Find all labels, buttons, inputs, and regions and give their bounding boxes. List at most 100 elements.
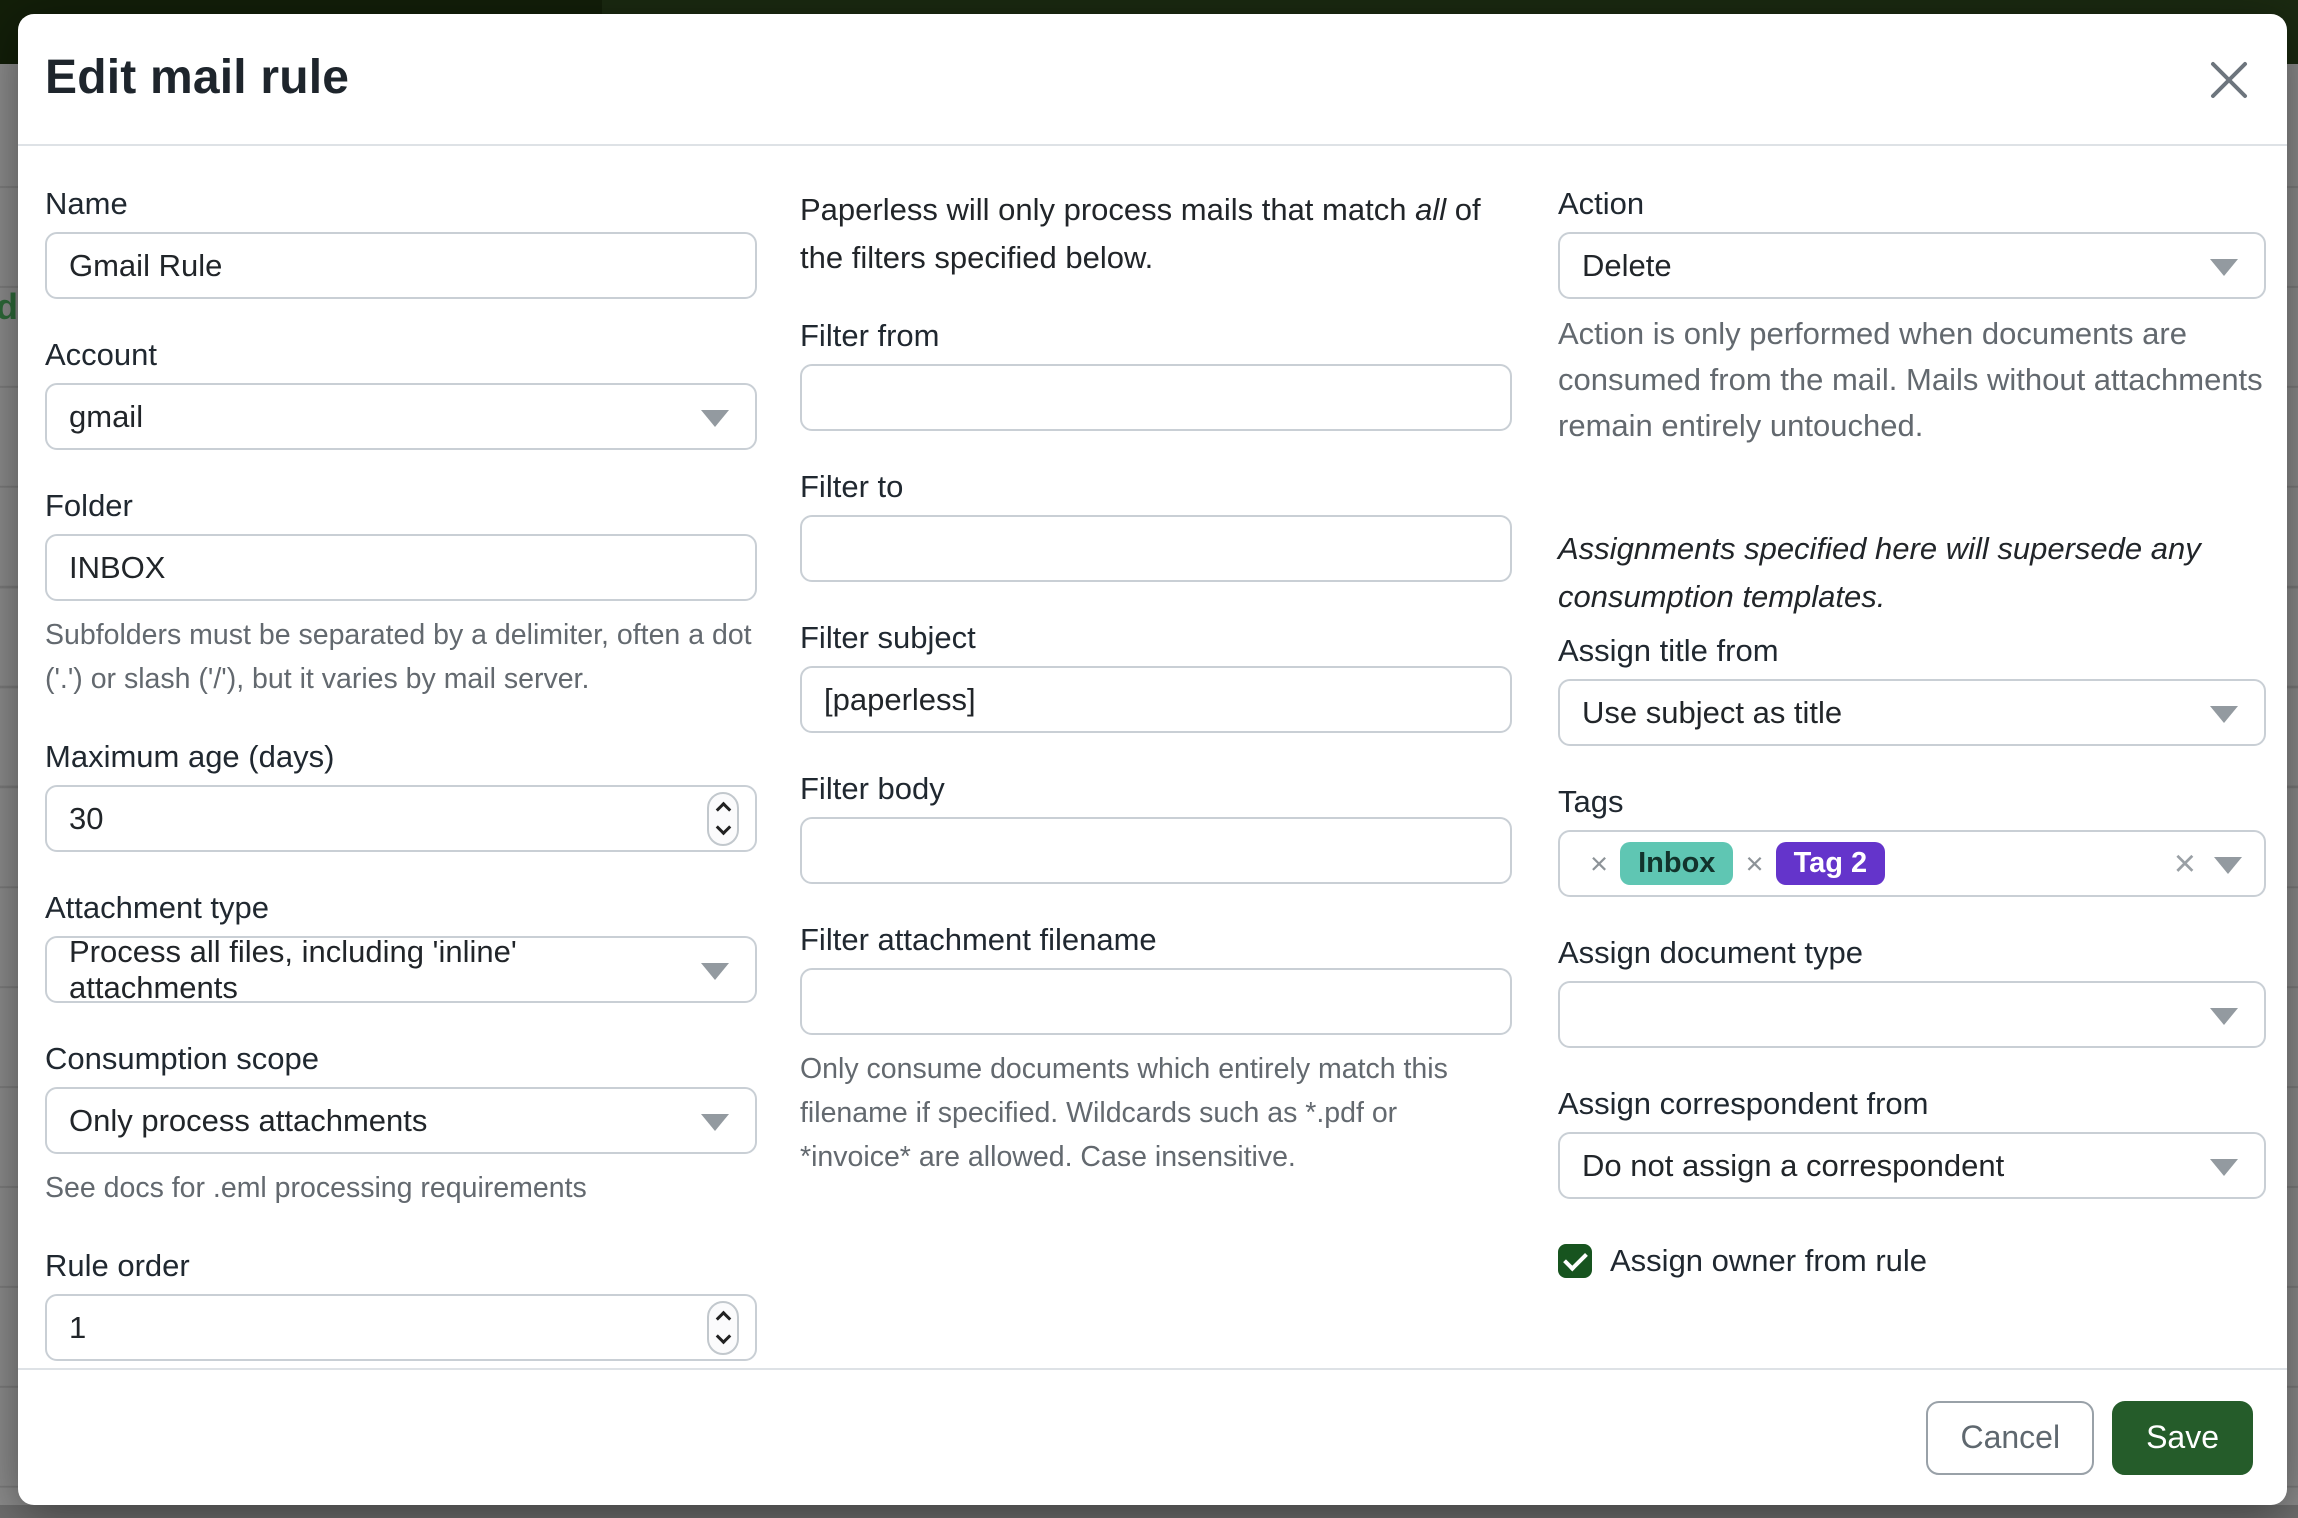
- assign-owner-label: Assign owner from rule: [1610, 1243, 1928, 1278]
- save-button[interactable]: Save: [2112, 1400, 2253, 1475]
- assign-owner-from-rule-row: Assign owner from rule: [1558, 1243, 2266, 1279]
- filter-to-field-group: Filter to: [800, 469, 1512, 582]
- name-input[interactable]: Gmail Rule: [45, 232, 757, 299]
- filter-attachment-filename-help-text: Only consume documents which entirely ma…: [800, 1053, 1448, 1173]
- filter-attachment-filename-field-group: Filter attachment filename Only consume …: [800, 922, 1512, 1179]
- assign-correspondent-from-select[interactable]: Do not assign a correspondent: [1558, 1132, 2266, 1199]
- tags-select[interactable]: × Inbox × Tag 2 ×: [1558, 830, 2266, 897]
- chevron-down-icon: [701, 409, 729, 427]
- chevron-down-icon: [2210, 705, 2238, 723]
- chevron-down-icon: [2210, 1007, 2238, 1025]
- dialog-title: Edit mail rule: [45, 51, 350, 104]
- filter-subject-label: Filter subject: [800, 620, 976, 655]
- background-link-fragment: d: [0, 286, 18, 327]
- stepper-up-icon[interactable]: [715, 801, 731, 818]
- filter-body-field-group: Filter body: [800, 771, 1512, 884]
- assign-title-from-label: Assign title from: [1558, 633, 1779, 668]
- account-field-group: Account gmail: [45, 337, 757, 450]
- action-help-text: Action is only performed when documents …: [1558, 316, 2263, 443]
- filter-to-input[interactable]: [800, 515, 1512, 582]
- assign-document-type-select[interactable]: [1558, 981, 2266, 1048]
- number-stepper[interactable]: [707, 1300, 739, 1355]
- tags-field-group: Tags × Inbox × Tag 2 ×: [1558, 784, 2266, 897]
- dialog-header: Edit mail rule: [18, 14, 2287, 146]
- close-icon[interactable]: [2205, 56, 2253, 104]
- chevron-down-icon: [2210, 1158, 2238, 1176]
- name-label: Name: [45, 186, 128, 221]
- filter-subject-field-group: Filter subject [paperless]: [800, 620, 1512, 733]
- filter-to-label: Filter to: [800, 469, 904, 504]
- stepper-up-icon[interactable]: [715, 1310, 731, 1327]
- action-value: Delete: [1582, 247, 1672, 283]
- folder-input[interactable]: INBOX: [45, 534, 757, 601]
- consumption-scope-field-group: Consumption scope Only process attachmen…: [45, 1041, 757, 1210]
- tags-label: Tags: [1558, 784, 1624, 819]
- background-bottom-strip: [0, 1505, 2298, 1518]
- filter-from-label: Filter from: [800, 318, 940, 353]
- cancel-button[interactable]: Cancel: [1926, 1400, 2095, 1475]
- assign-correspondent-from-value: Do not assign a correspondent: [1582, 1147, 2005, 1183]
- number-stepper[interactable]: [707, 791, 739, 846]
- filter-from-field-group: Filter from: [800, 318, 1512, 431]
- filter-body-input[interactable]: [800, 817, 1512, 884]
- rule-order-label: Rule order: [45, 1248, 190, 1283]
- filter-attachment-filename-input[interactable]: [800, 968, 1512, 1035]
- maximum-age-field-group: Maximum age (days) 30: [45, 739, 757, 852]
- chevron-down-icon: [2214, 856, 2242, 874]
- filter-subject-value: [paperless]: [824, 681, 976, 717]
- stepper-down-icon[interactable]: [715, 819, 731, 836]
- action-field-group: Action Delete Action is only performed w…: [1558, 186, 2266, 449]
- assign-title-from-value: Use subject as title: [1582, 694, 1843, 730]
- chevron-down-icon: [2210, 258, 2238, 276]
- assign-owner-checkbox[interactable]: [1558, 1244, 1592, 1278]
- assign-title-from-field-group: Assign title from Use subject as title: [1558, 633, 2266, 746]
- remove-tag-icon[interactable]: ×: [1590, 845, 1609, 881]
- tag-chip: Tag 2: [1775, 842, 1886, 885]
- assign-document-type-label: Assign document type: [1558, 935, 1864, 970]
- dialog-footer: Cancel Save: [18, 1368, 2287, 1505]
- account-select[interactable]: gmail: [45, 383, 757, 450]
- name-value: Gmail Rule: [69, 247, 223, 283]
- attachment-type-label: Attachment type: [45, 890, 270, 925]
- rule-order-value: 1: [69, 1309, 87, 1345]
- clear-tags-icon[interactable]: ×: [2173, 842, 2196, 885]
- chevron-down-icon: [701, 962, 729, 980]
- filter-body-label: Filter body: [800, 771, 945, 806]
- attachment-type-field-group: Attachment type Process all files, inclu…: [45, 890, 757, 1005]
- folder-value: INBOX: [69, 549, 166, 585]
- maximum-age-value: 30: [69, 800, 104, 836]
- maximum-age-input[interactable]: 30: [45, 785, 757, 852]
- filter-subject-input[interactable]: [paperless]: [800, 666, 1512, 733]
- filter-from-input[interactable]: [800, 364, 1512, 431]
- consumption-scope-label: Consumption scope: [45, 1041, 319, 1076]
- attachment-type-value: Process all files, including 'inline' at…: [69, 933, 517, 1005]
- filters-intro-text: Paperless will only process mails that m…: [800, 192, 1481, 275]
- rule-order-input[interactable]: 1: [45, 1294, 757, 1361]
- rule-order-field-group: Rule order 1: [45, 1248, 757, 1361]
- folder-field-group: Folder INBOX Subfolders must be separate…: [45, 488, 757, 701]
- folder-help-text: Subfolders must be separated by a delimi…: [45, 619, 752, 695]
- tag-chip: Inbox: [1620, 842, 1734, 885]
- consumption-scope-value: Only process attachments: [69, 1102, 428, 1138]
- chevron-down-icon: [701, 1113, 729, 1131]
- assign-title-from-select[interactable]: Use subject as title: [1558, 679, 2266, 746]
- name-field-group: Name Gmail Rule: [45, 186, 757, 299]
- edit-mail-rule-dialog: Edit mail rule Name Gmail Rule Account g…: [18, 14, 2287, 1505]
- assign-correspondent-from-field-group: Assign correspondent from Do not assign …: [1558, 1086, 2266, 1199]
- folder-label: Folder: [45, 488, 133, 523]
- consumption-scope-select[interactable]: Only process attachments: [45, 1087, 757, 1154]
- assignments-note: Assignments specified here will supersed…: [1558, 531, 2201, 614]
- remove-tag-icon[interactable]: ×: [1745, 845, 1764, 881]
- account-label: Account: [45, 337, 158, 372]
- filter-attachment-filename-label: Filter attachment filename: [800, 922, 1157, 957]
- consumption-scope-help-text: See docs for .eml processing requirement…: [45, 1172, 587, 1204]
- maximum-age-label: Maximum age (days): [45, 739, 335, 774]
- account-value: gmail: [69, 398, 144, 434]
- assign-document-type-field-group: Assign document type: [1558, 935, 2266, 1048]
- assign-correspondent-from-label: Assign correspondent from: [1558, 1086, 1929, 1121]
- attachment-type-select[interactable]: Process all files, including 'inline' at…: [45, 933, 757, 1005]
- action-label: Action: [1558, 186, 1645, 221]
- action-select[interactable]: Delete: [1558, 232, 2266, 299]
- stepper-down-icon[interactable]: [715, 1328, 731, 1345]
